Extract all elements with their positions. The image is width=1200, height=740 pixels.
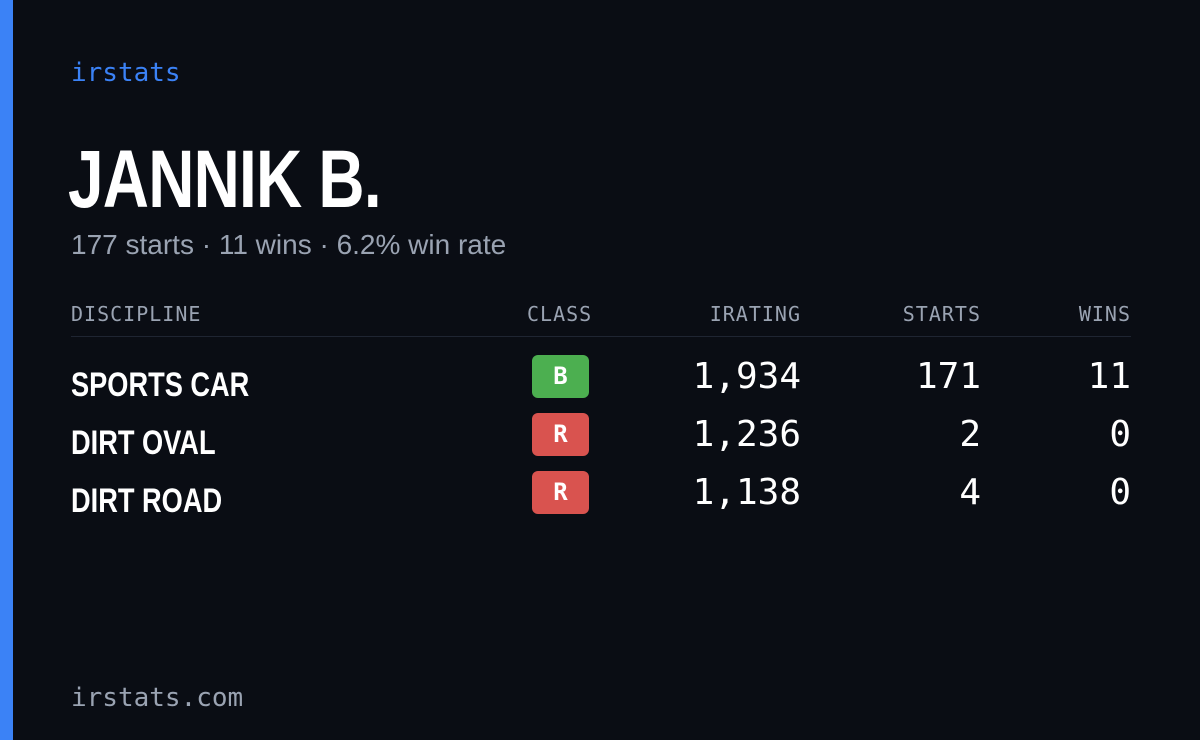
driver-name: JANNIK B. bbox=[68, 134, 382, 225]
irating-value: 1,138 bbox=[692, 472, 801, 513]
discipline-name: DIRT OVAL bbox=[71, 424, 216, 462]
wins-value: 11 bbox=[1087, 356, 1131, 397]
column-header-irating: IRATING bbox=[709, 302, 801, 326]
table-row: DIRT ROAD R 1,138 4 0 bbox=[71, 469, 1131, 527]
table-header: DISCIPLINE CLASS IRATING STARTS WINS bbox=[71, 296, 1131, 337]
starts-value: 171 bbox=[915, 356, 981, 397]
wins-value: 0 bbox=[1109, 472, 1131, 513]
brand-logo: irstats bbox=[71, 58, 181, 88]
table-body: SPORTS CAR B 1,934 171 11 DIRT OVAL R 1,… bbox=[71, 353, 1131, 527]
career-summary: 177 starts · 11 wins · 6.2% win rate bbox=[71, 229, 507, 260]
column-header-class: CLASS bbox=[527, 302, 593, 326]
column-header-starts: STARTS bbox=[902, 302, 981, 326]
accent-bar bbox=[0, 0, 13, 740]
irating-value: 1,934 bbox=[692, 356, 801, 397]
column-header-discipline: DISCIPLINE bbox=[71, 302, 202, 326]
discipline-name: SPORTS CAR bbox=[71, 366, 250, 404]
license-class-badge: R bbox=[532, 471, 589, 514]
license-class-badge: R bbox=[532, 413, 589, 456]
starts-value: 2 bbox=[959, 414, 981, 455]
footer-url: irstats.com bbox=[71, 683, 244, 713]
discipline-name: DIRT ROAD bbox=[71, 482, 223, 520]
discipline-table: DISCIPLINE CLASS IRATING STARTS WINS SPO… bbox=[71, 296, 1131, 520]
column-header-wins: WINS bbox=[1078, 302, 1131, 326]
wins-value: 0 bbox=[1109, 414, 1131, 455]
table-row: DIRT OVAL R 1,236 2 0 bbox=[71, 411, 1131, 469]
table-row: SPORTS CAR B 1,934 171 11 bbox=[71, 353, 1131, 411]
starts-value: 4 bbox=[959, 472, 981, 513]
irating-value: 1,236 bbox=[692, 414, 801, 455]
license-class-badge: B bbox=[532, 355, 589, 398]
